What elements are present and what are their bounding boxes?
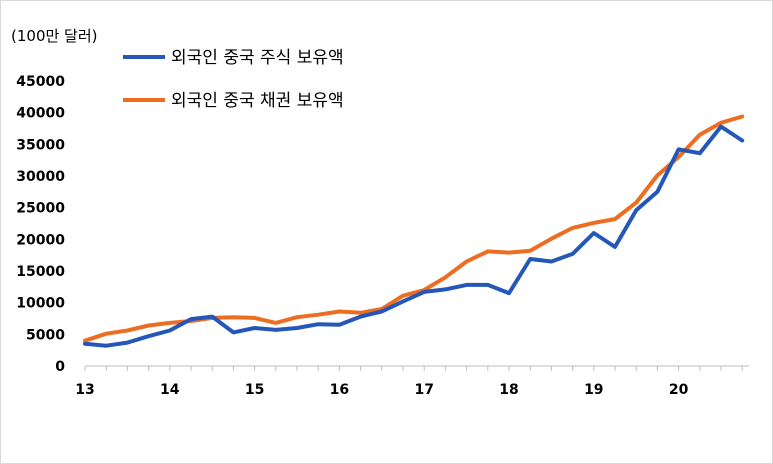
legend-item-stock: 외국인 중국 주식 보유액 [123, 48, 344, 68]
legend-item-bond: 외국인 중국 채권 보유액 [123, 91, 344, 111]
y-tick-label: 0 [55, 359, 65, 375]
legend-label-bond: 외국인 중국 채권 보유액 [171, 91, 344, 111]
x-tick-label: 16 [330, 382, 349, 398]
y-tick-label: 40000 [16, 106, 65, 122]
y-tick-label: 20000 [16, 232, 65, 248]
series-line-stock [83, 124, 745, 348]
y-tick-label: 30000 [16, 169, 65, 185]
legend-label-stock: 외국인 중국 주식 보유액 [171, 48, 344, 68]
y-tick-label: 35000 [16, 137, 65, 153]
unit-label: (100만 달러) [11, 27, 98, 45]
x-tick-label: 13 [75, 382, 94, 398]
y-tick-label: 15000 [16, 264, 65, 280]
x-tick-label: 14 [160, 382, 180, 398]
x-tick-label: 18 [499, 382, 518, 398]
series-layer [83, 114, 745, 348]
y-tick-label: 10000 [16, 296, 65, 312]
x-tick-label: 19 [584, 382, 603, 398]
x-tick-label: 20 [669, 382, 689, 398]
x-tick-label: 15 [245, 382, 264, 398]
x-tick-label: 17 [414, 382, 433, 398]
series-line-bond [83, 114, 745, 343]
legend: 외국인 중국 주식 보유액 외국인 중국 채권 보유액 [123, 48, 344, 111]
y-tick-label: 25000 [16, 201, 65, 217]
y-axis: 0 5000 10000 15000 20000 25000 30000 35000 40000… [16, 74, 65, 375]
x-axis: 13 14 15 16 17 18 19 20 [75, 365, 749, 398]
y-tick-label: 45000 [16, 74, 65, 90]
y-tick-label: 5000 [26, 327, 65, 343]
